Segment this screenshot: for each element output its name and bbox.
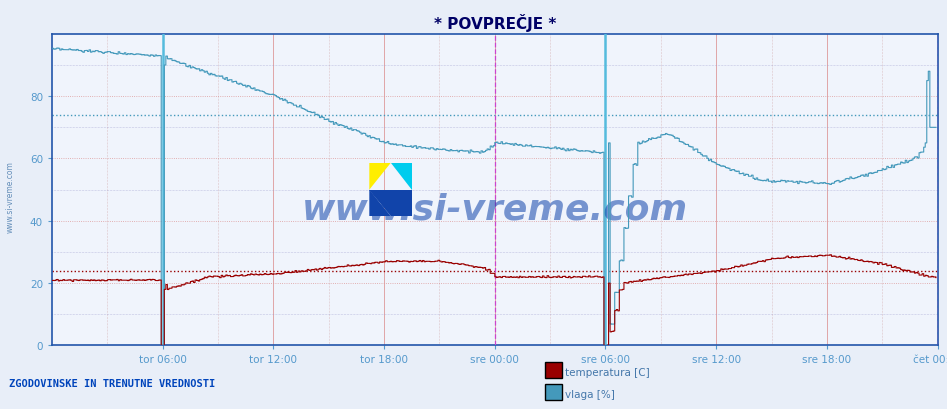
Text: ZGODOVINSKE IN TRENUTNE VREDNOSTI: ZGODOVINSKE IN TRENUTNE VREDNOSTI (9, 378, 216, 389)
Polygon shape (369, 190, 412, 217)
Title: * POVPREČJE *: * POVPREČJE * (434, 14, 556, 32)
Polygon shape (369, 164, 391, 190)
Text: temperatura [C]: temperatura [C] (565, 367, 650, 377)
Text: vlaga [%]: vlaga [%] (565, 389, 616, 399)
Polygon shape (391, 164, 412, 190)
Text: www.si-vreme.com: www.si-vreme.com (302, 192, 688, 226)
Polygon shape (369, 190, 391, 217)
Text: www.si-vreme.com: www.si-vreme.com (6, 160, 15, 232)
